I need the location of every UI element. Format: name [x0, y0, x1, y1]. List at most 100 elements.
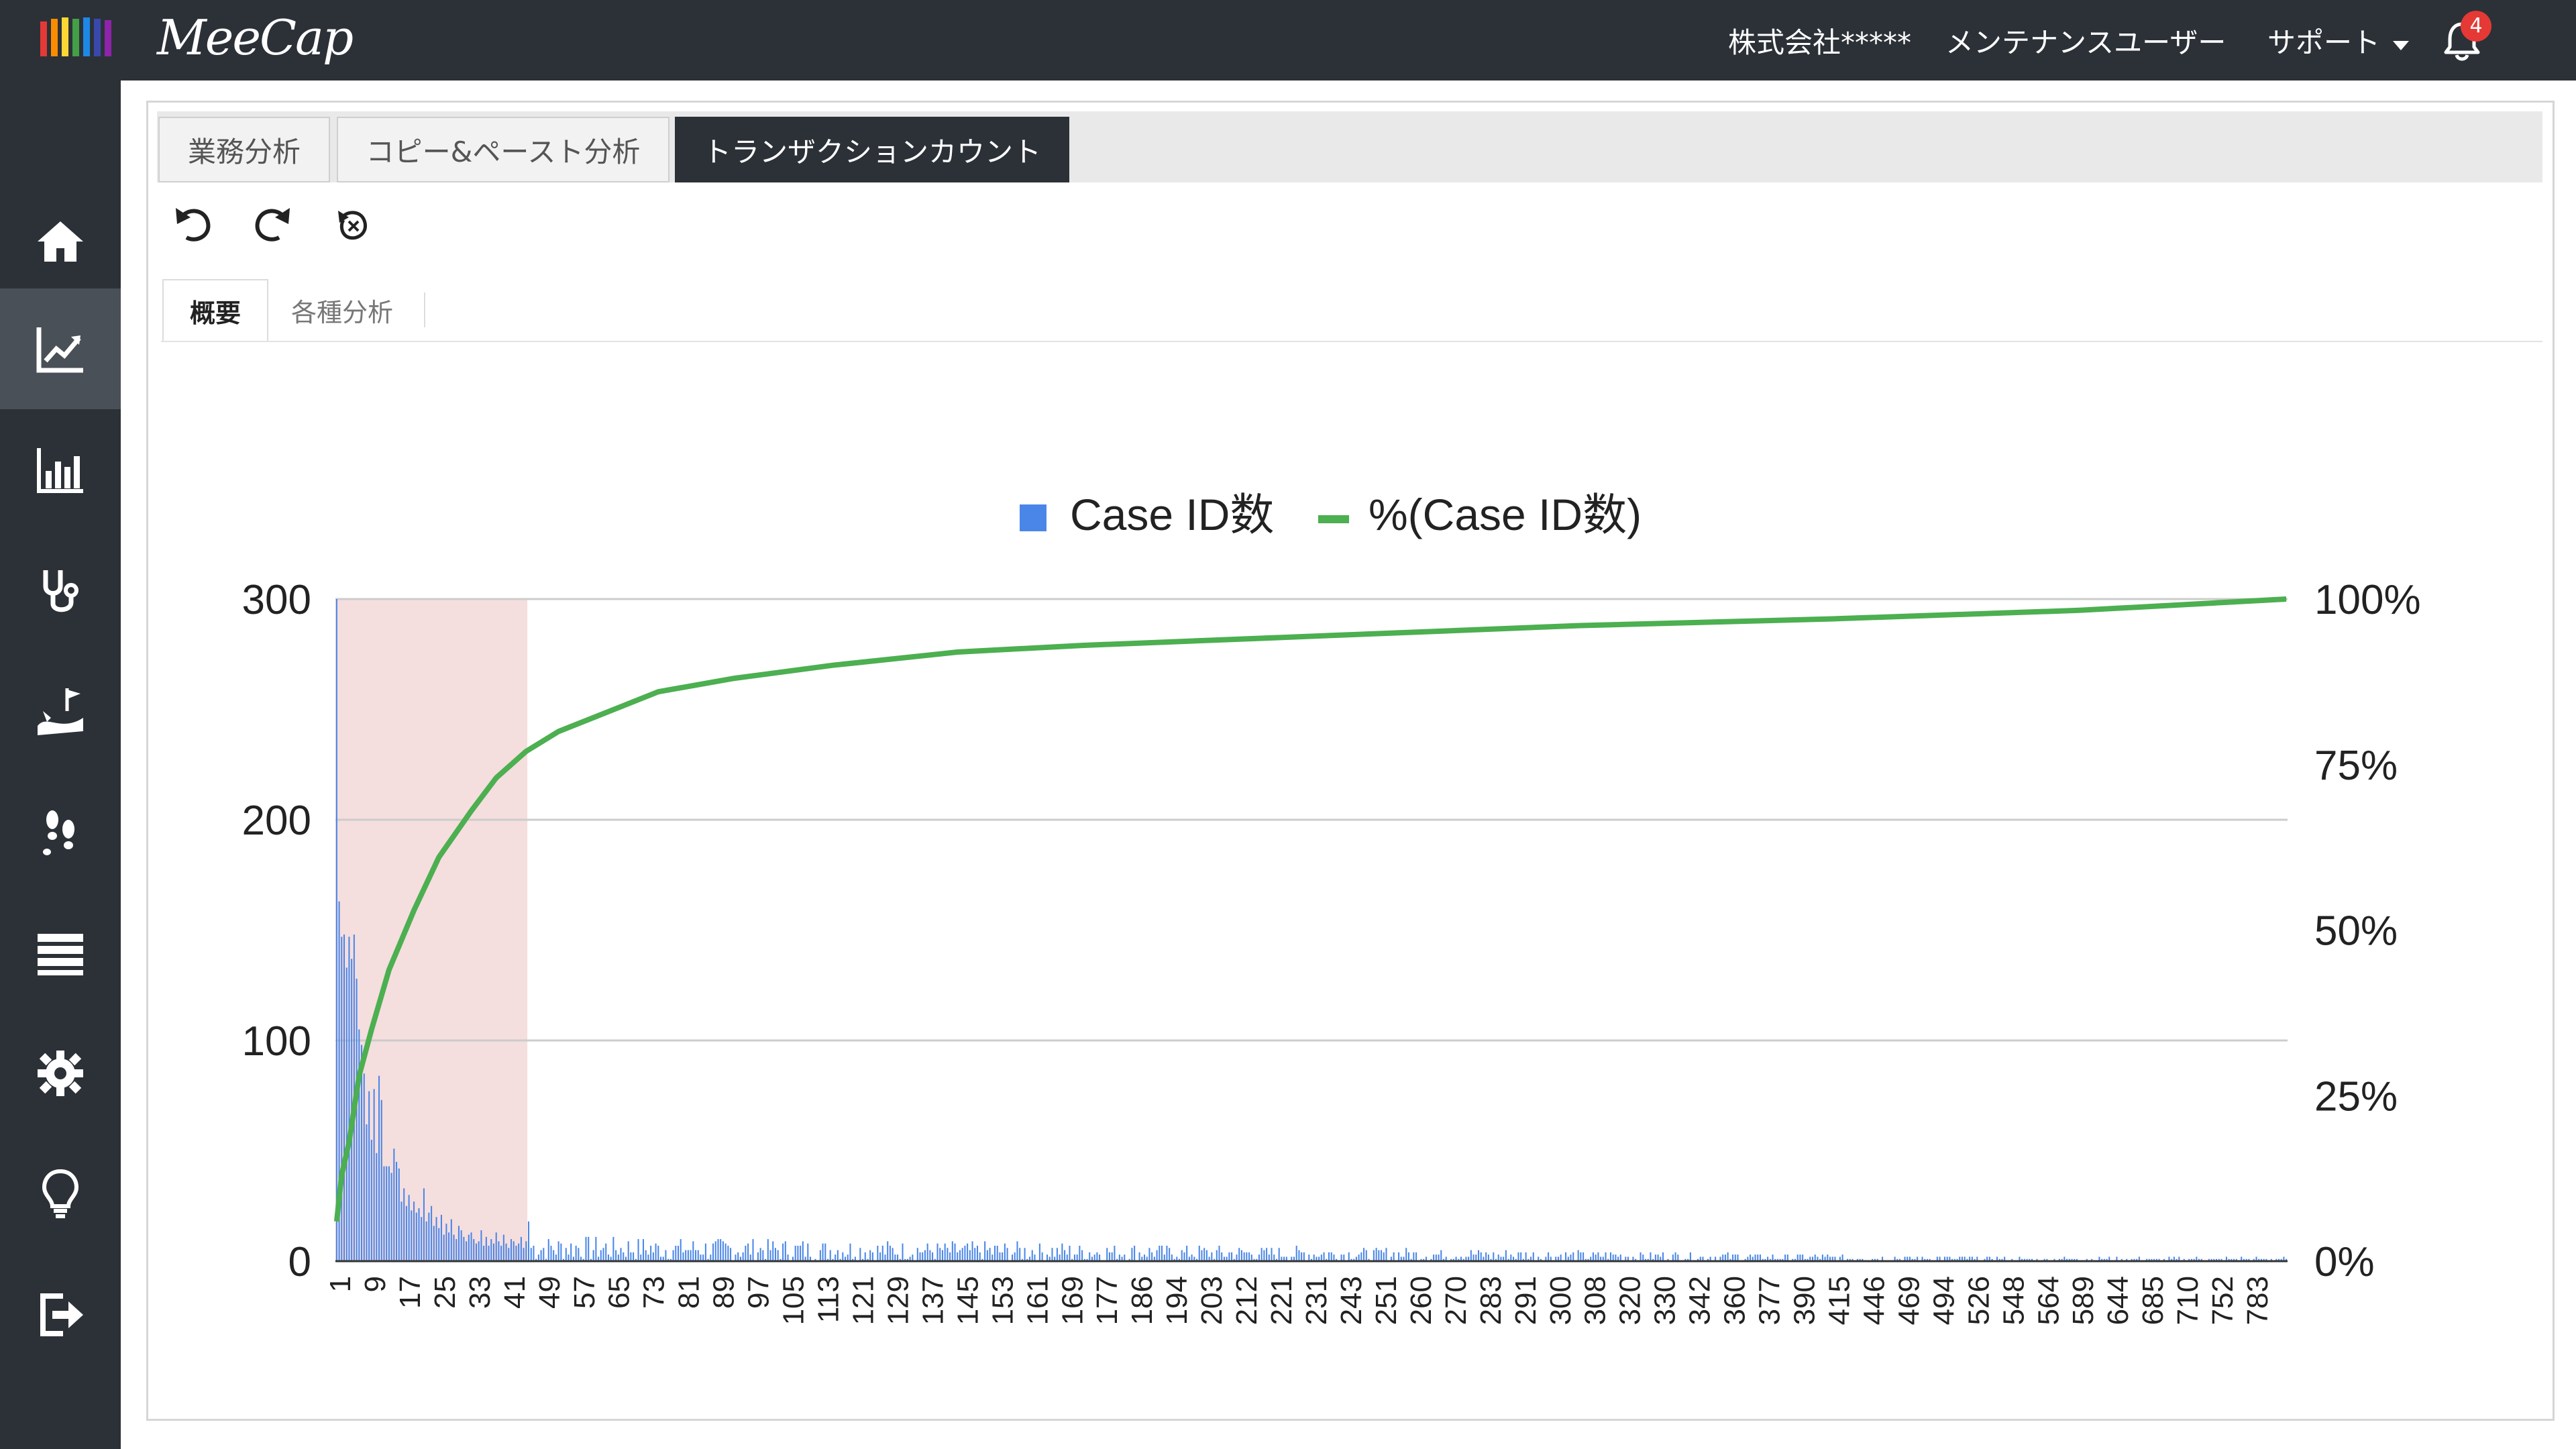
bar [749, 1254, 751, 1261]
bar [1375, 1248, 1377, 1261]
bar [1605, 1252, 1607, 1261]
subtab-various-analysis[interactable]: 各種分析 [290, 297, 393, 327]
bar [826, 1258, 829, 1261]
nav-diagnosis[interactable] [0, 530, 121, 651]
bar [800, 1245, 802, 1261]
bar [1360, 1252, 1362, 1261]
bar [1096, 1252, 1098, 1261]
x-tick-label: 203 [1195, 1276, 1228, 1325]
bar [819, 1250, 821, 1261]
bar [363, 1073, 365, 1261]
user-name[interactable]: メンテナンスユーザー [1945, 26, 2226, 59]
bar [1527, 1258, 1529, 1261]
y-right-tick-label: 25% [2314, 1073, 2398, 1120]
bar [844, 1256, 847, 1261]
bar [807, 1243, 809, 1261]
bar [657, 1245, 659, 1261]
x-tick-label: 270 [1440, 1276, 1472, 1325]
bar [515, 1245, 517, 1261]
bar [463, 1236, 465, 1261]
bar [1275, 1258, 1277, 1261]
bar [505, 1243, 507, 1261]
tab-transaction-count[interactable]: トランザクションカウント [675, 117, 1069, 182]
nav-process-map[interactable] [0, 651, 121, 771]
nav-home[interactable] [0, 181, 121, 302]
nav-ideas[interactable] [0, 1134, 121, 1254]
bar [1031, 1250, 1033, 1261]
bar [1390, 1256, 1392, 1261]
bar [697, 1250, 699, 1261]
bar [630, 1252, 632, 1261]
bar [2071, 1258, 2073, 1261]
bar [1420, 1258, 1422, 1261]
nav-logout[interactable] [0, 1254, 121, 1375]
bar [879, 1252, 881, 1261]
bar [341, 936, 343, 1261]
bar [842, 1252, 844, 1261]
nav-bar-chart[interactable] [0, 409, 121, 530]
tab-copy-paste-analysis[interactable]: コピー&ペースト分析 [337, 117, 669, 182]
bar [1056, 1248, 1058, 1261]
bar [1532, 1252, 1534, 1261]
bar [1216, 1250, 1218, 1261]
bar [961, 1248, 963, 1261]
redo-icon[interactable] [248, 201, 297, 250]
bar [655, 1243, 657, 1261]
x-tick-label: 300 [1544, 1276, 1577, 1325]
bar [1134, 1245, 1136, 1261]
bar [1186, 1245, 1188, 1261]
undo-icon[interactable] [169, 201, 217, 250]
bar [837, 1250, 839, 1261]
bar [1674, 1252, 1676, 1261]
bar [2158, 1258, 2160, 1261]
bar [1355, 1256, 1357, 1261]
bar [1557, 1256, 1559, 1261]
bar [535, 1258, 537, 1261]
x-tick-label: 685 [2137, 1276, 2169, 1325]
bar [428, 1212, 430, 1261]
bar [1796, 1254, 1799, 1261]
bar [1609, 1252, 1611, 1261]
bar [1792, 1258, 1794, 1261]
bar [959, 1250, 961, 1261]
bar [869, 1250, 871, 1261]
nav-steps[interactable] [0, 771, 121, 892]
nav-data[interactable] [0, 892, 121, 1013]
bar [1702, 1256, 1704, 1261]
bar [1353, 1258, 1355, 1261]
bar [1505, 1250, 1507, 1261]
bar [2275, 1258, 2277, 1261]
bar [1004, 1243, 1006, 1261]
bar [1821, 1254, 1823, 1261]
y-right-tick-label: 75% [2314, 743, 2398, 789]
bar [1159, 1245, 1161, 1261]
reset-icon[interactable] [329, 201, 377, 250]
bar [386, 1166, 388, 1261]
bar [592, 1250, 594, 1261]
bar [1500, 1256, 1502, 1261]
x-tick-label: 377 [1754, 1276, 1786, 1325]
bar [1602, 1256, 1604, 1261]
bar [2046, 1258, 2048, 1261]
bar [361, 1044, 363, 1261]
tab-business-analysis[interactable]: 業務分析 [158, 117, 330, 182]
top-bar: MeeCap 株式会社***** メンテナンスユーザー サポート 4 [0, 0, 2576, 80]
bar [1689, 1252, 1691, 1261]
bar [1308, 1254, 1310, 1261]
bar [672, 1250, 674, 1261]
bar [1228, 1252, 1230, 1261]
bar [605, 1243, 607, 1261]
bar [1328, 1252, 1330, 1261]
bar [582, 1258, 584, 1261]
nav-settings[interactable] [0, 1013, 121, 1134]
bar [1091, 1256, 1093, 1261]
bar [1153, 1256, 1155, 1261]
support-menu[interactable]: サポート [2267, 20, 2410, 61]
nav-analysis[interactable] [0, 288, 121, 409]
bar [1538, 1256, 1540, 1261]
subtab-overview[interactable]: 概要 [162, 279, 268, 341]
bar [1061, 1243, 1063, 1261]
bar [1719, 1256, 1721, 1261]
bar [2098, 1256, 2100, 1261]
